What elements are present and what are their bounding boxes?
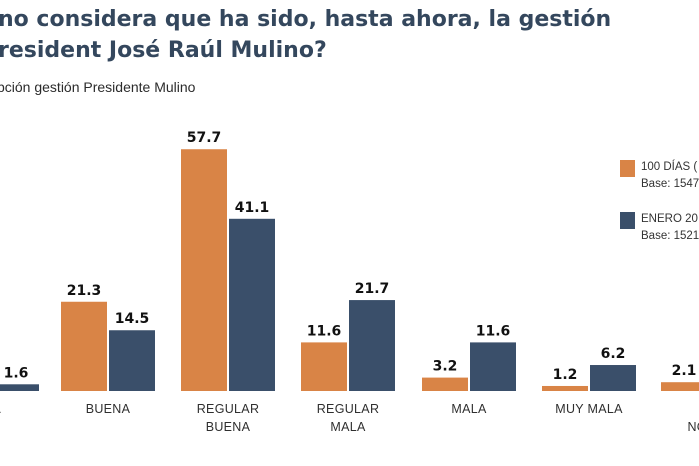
category-label-1-0: BUENA [86,402,131,416]
value-label-0-4: 3.2 [433,359,458,375]
value-label-1-3: 21.7 [355,281,390,297]
category-label-0-0: NA [0,402,1,416]
chart-title-line-2: resident José Raúl Mulino? [0,38,327,63]
value-label-1-0: 1.6 [4,365,29,381]
value-label-1-2: 41.1 [235,200,270,216]
bar-0-3 [301,342,347,391]
chart-subtitle: pción gestión Presidente Mulino [0,79,196,95]
bar-1-5 [590,365,636,391]
legend-label-0: 100 DÍAS ( [641,160,697,173]
bar-0-6 [661,382,699,391]
bar-1-2 [229,218,275,391]
bar-0-4 [422,377,468,391]
value-label-0-1: 21.3 [67,283,102,299]
legend-swatch-0 [620,160,635,177]
bar-0-1 [61,301,107,391]
value-label-1-1: 14.5 [115,311,150,327]
chart-title: no considera que ha sido, hasta ahora, l… [0,4,611,66]
category-label-5-0: MUY MALA [555,402,623,416]
chart-title-line-1: no considera que ha sido, hasta ahora, l… [0,7,612,32]
category-label-6-1: NO RE [687,420,699,434]
bar-1-0 [0,384,39,391]
legend-swatch-1 [620,212,635,229]
category-label-4-0: MALA [451,402,487,416]
value-label-0-6: 2.1 [672,363,697,379]
value-label-1-4: 11.6 [476,323,511,339]
legend-label-1: ENERO 20 [641,213,698,225]
category-label-3-1: MALA [330,420,366,434]
legend-base-0: Base: 1547 [641,178,699,190]
value-label-0-2: 57.7 [187,130,222,146]
bar-0-5 [542,385,588,391]
value-label-0-5: 1.2 [553,367,578,383]
bar-1-1 [109,330,155,391]
legend-base-1: Base: 1521 [641,230,699,242]
bar-1-4 [470,342,516,391]
category-label-2-0: REGULAR [197,402,260,416]
category-label-2-1: BUENA [206,420,251,434]
category-label-3-0: REGULAR [317,402,380,416]
bar-0-2 [181,149,227,391]
bar-1-3 [349,300,395,391]
value-label-1-5: 6.2 [601,346,626,362]
value-label-0-3: 11.6 [307,323,342,339]
